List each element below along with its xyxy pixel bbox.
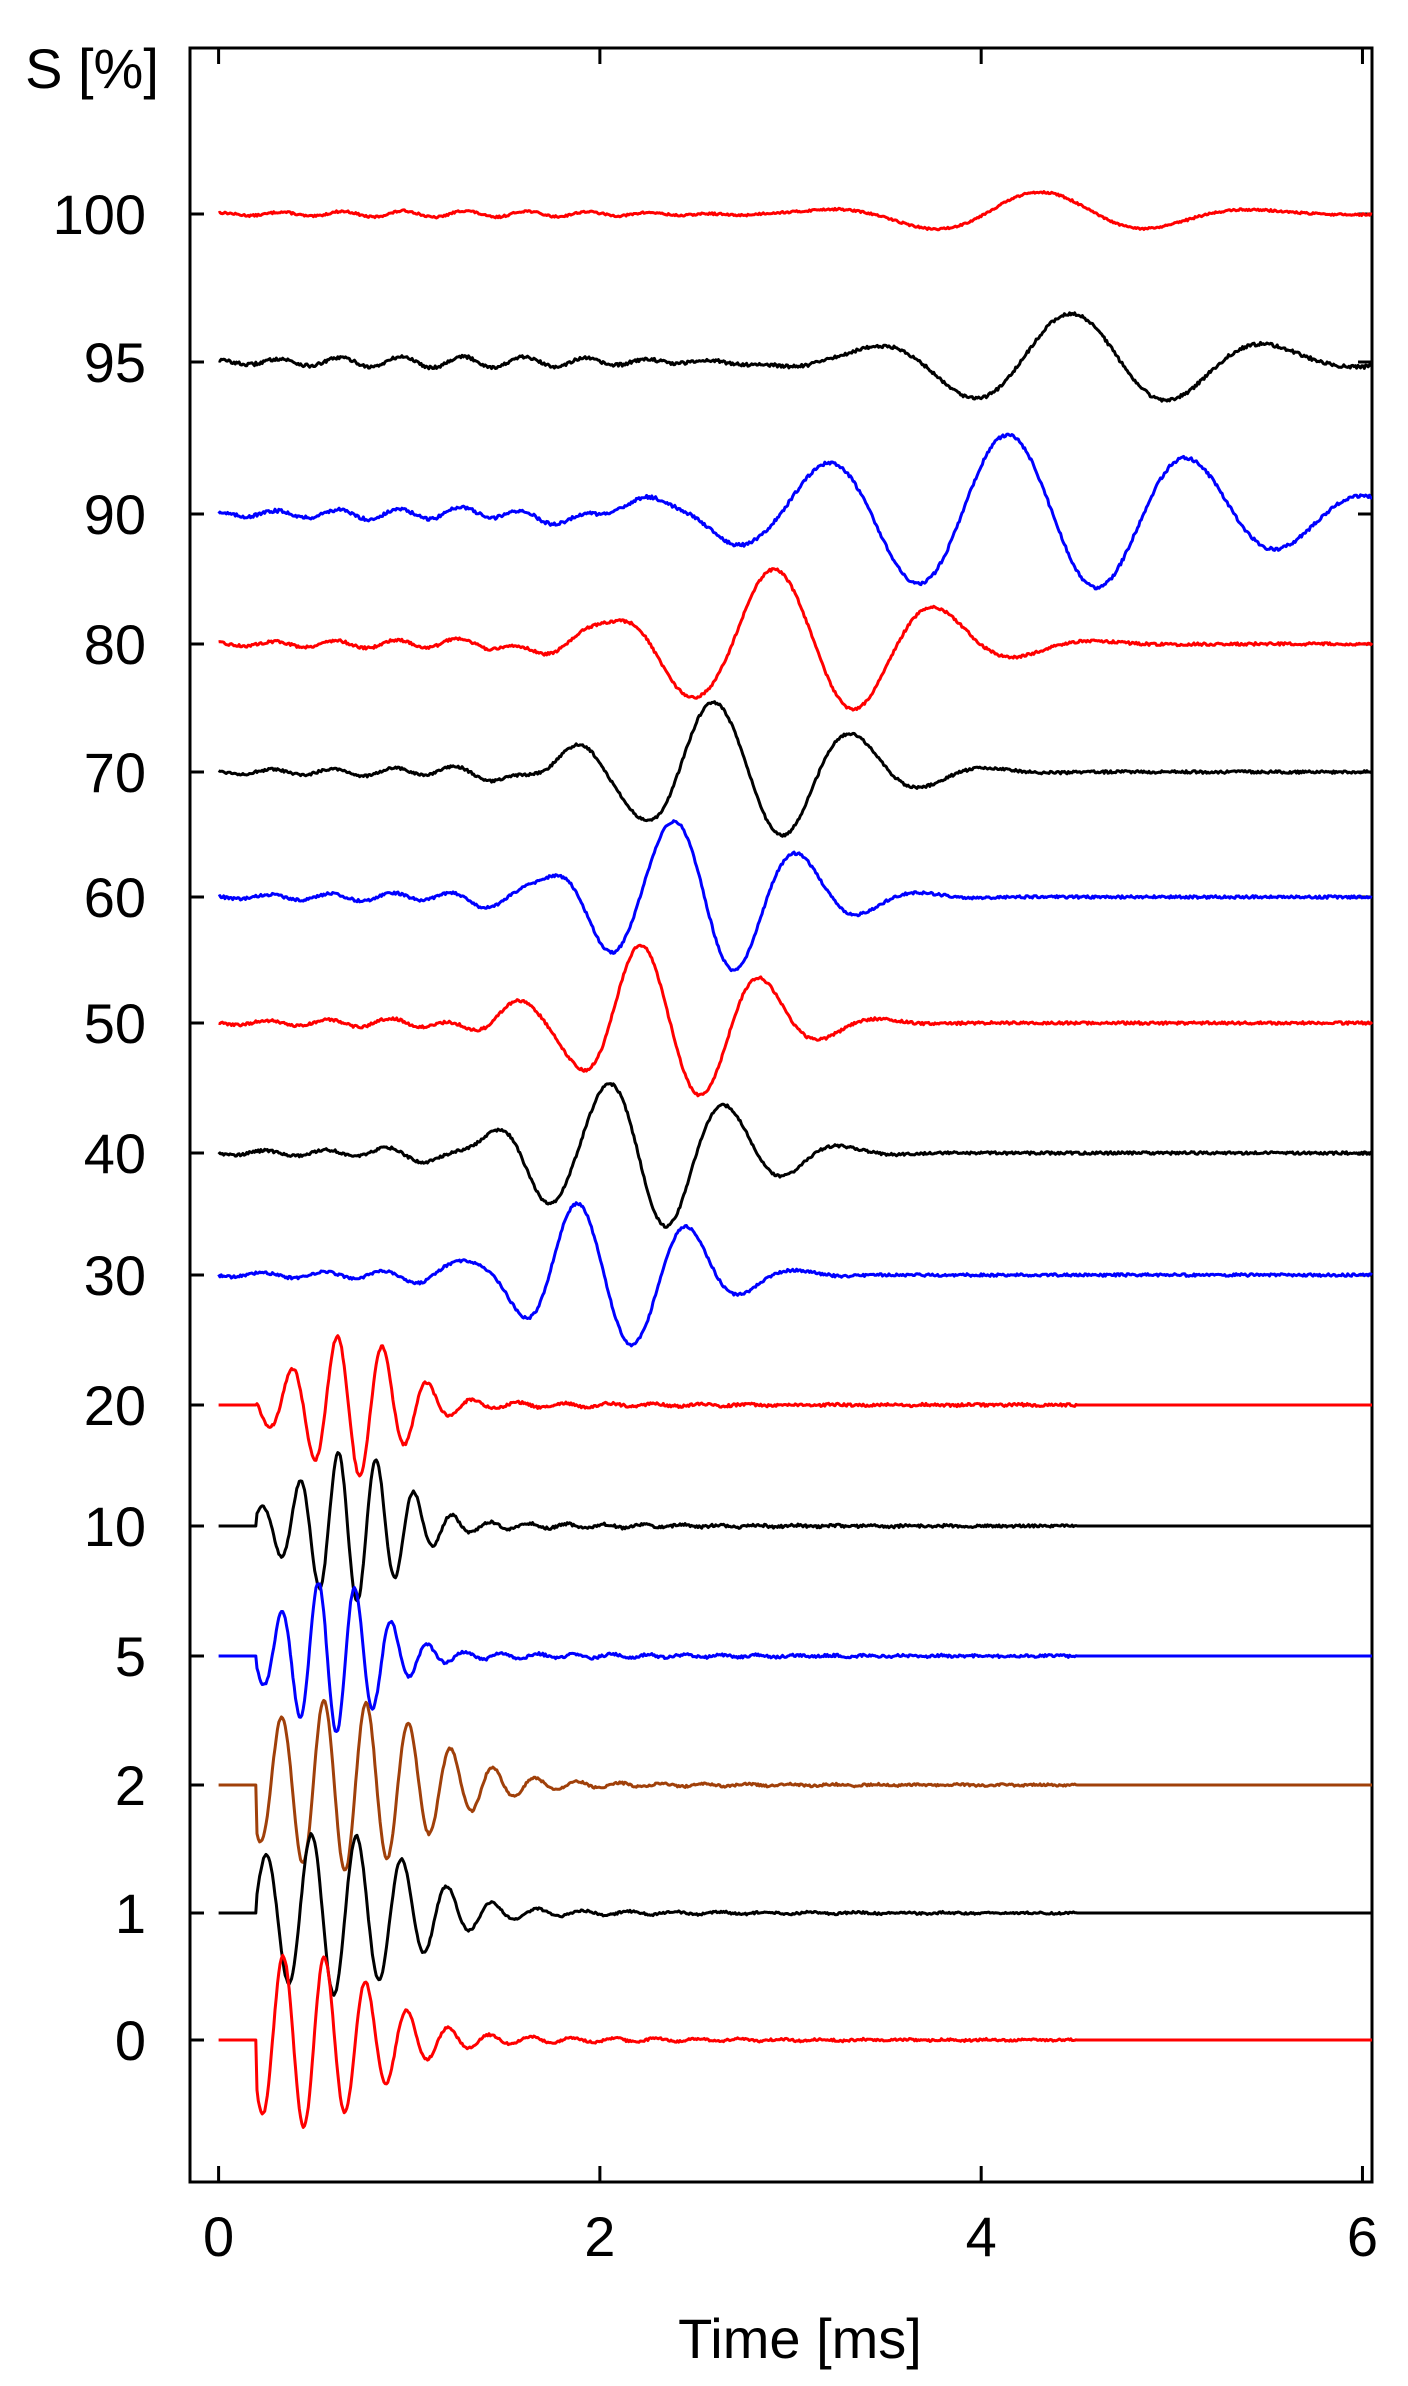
trace-line-0	[218, 1953, 1373, 2129]
trace-line-2	[218, 1698, 1373, 1872]
y-tick-label: 10	[84, 1495, 146, 1558]
trace-line-20	[218, 1334, 1373, 1478]
y-tick-label: 70	[84, 741, 146, 804]
x-tick-label: 2	[584, 2205, 615, 2268]
y-tick-label: 5	[115, 1625, 146, 1688]
y-tick-label: 100	[53, 183, 146, 246]
trace-line-95	[218, 311, 1374, 403]
trace-line-80	[218, 567, 1374, 712]
trace-line-70	[217, 700, 1373, 838]
x-tick-label: 4	[966, 2205, 997, 2268]
trace-line-30	[217, 1201, 1373, 1348]
y-tick-label: 80	[84, 613, 146, 676]
y-tick-label: 95	[84, 331, 146, 394]
x-tick-label: 0	[203, 2205, 234, 2268]
y-tick-label: 60	[84, 866, 146, 929]
trace-line-60	[217, 819, 1373, 973]
x-axis-title: Time [ms]	[678, 2307, 922, 2370]
y-tick-label: 40	[84, 1122, 146, 1185]
y-tick-label: 0	[115, 2009, 146, 2072]
traces-group	[217, 190, 1374, 2129]
y-tick-label: 30	[84, 1244, 146, 1307]
y-axis-title: S [%]	[25, 37, 159, 100]
plot-frame	[188, 46, 1374, 2184]
trace-line-10	[218, 1451, 1373, 1603]
trace-line-50	[218, 943, 1374, 1098]
y-tick-label: 1	[115, 1882, 146, 1945]
trace-line-90	[217, 432, 1373, 591]
trace-line-100	[217, 190, 1373, 232]
y-tick-label: 20	[84, 1374, 146, 1437]
trace-line-5	[218, 1582, 1373, 1733]
x-axis: 0 2 4 6	[203, 48, 1378, 2268]
trace-line-40	[217, 1082, 1373, 1229]
trace-line-1	[218, 1832, 1373, 1997]
y-tick-label: 90	[84, 483, 146, 546]
y-tick-label: 2	[115, 1754, 146, 1817]
x-tick-label: 6	[1347, 2205, 1378, 2268]
y-tick-label: 50	[84, 992, 146, 1055]
